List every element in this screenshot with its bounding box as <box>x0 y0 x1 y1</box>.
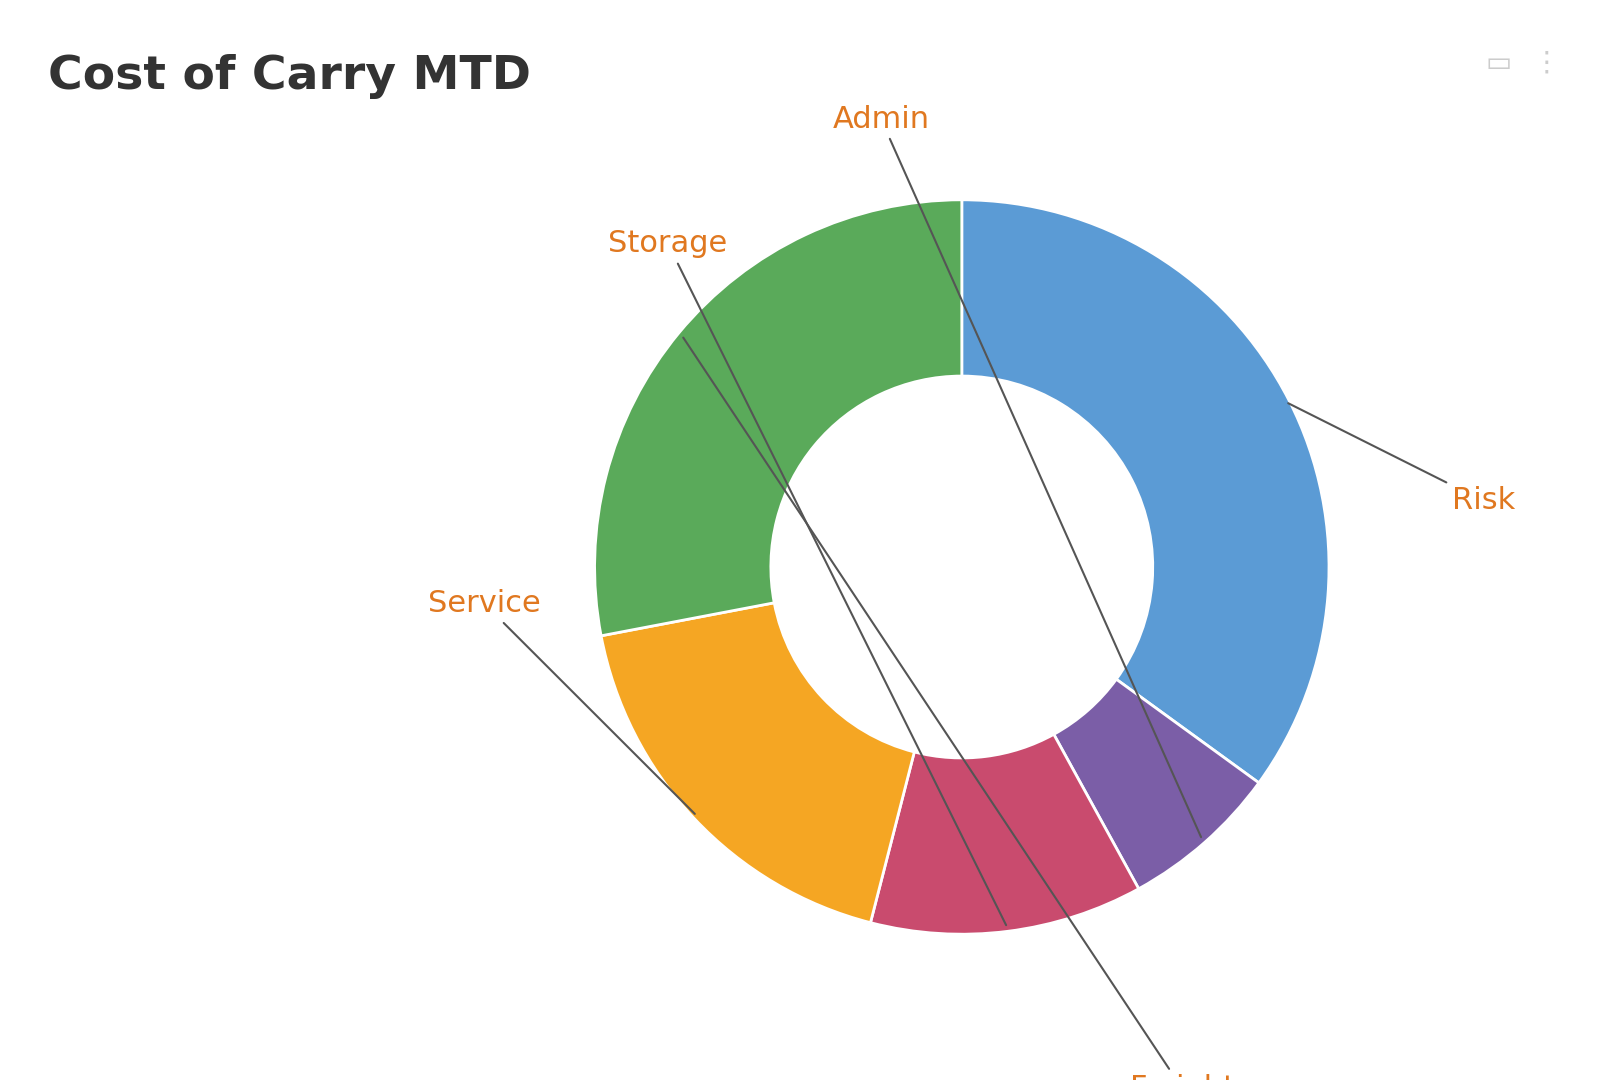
Wedge shape <box>870 734 1138 934</box>
Text: Storage: Storage <box>609 229 1007 926</box>
Wedge shape <box>595 200 962 636</box>
Text: Service: Service <box>428 590 694 814</box>
Wedge shape <box>962 200 1329 783</box>
Text: Risk: Risk <box>1289 403 1515 515</box>
Wedge shape <box>1053 679 1258 889</box>
Text: ⋮: ⋮ <box>1532 49 1561 77</box>
Text: Cost of Carry MTD: Cost of Carry MTD <box>48 54 531 99</box>
Text: Freight: Freight <box>683 338 1234 1080</box>
Text: Admin: Admin <box>832 105 1201 837</box>
Wedge shape <box>601 603 914 922</box>
Text: ▭: ▭ <box>1486 49 1512 77</box>
